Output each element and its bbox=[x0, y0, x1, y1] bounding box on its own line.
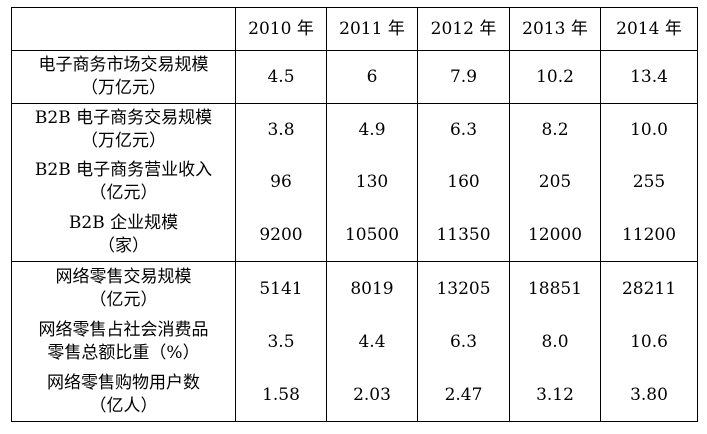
column-header-2014: 2014 年 bbox=[616, 19, 682, 39]
table-cell: 1.58 bbox=[262, 384, 300, 405]
column-header-2012: 2012 年 bbox=[430, 19, 497, 39]
row-label-line-1: 网络零售占社会消费品 bbox=[38, 319, 209, 340]
column-header-2013: 2013 年 bbox=[522, 19, 588, 39]
table-divider-group-1 bbox=[11, 103, 697, 104]
table-cell: 6 bbox=[366, 67, 378, 87]
table-cell: 13205 bbox=[436, 278, 491, 299]
row-label-line-1: B2B 电子商务营业收入 bbox=[34, 160, 213, 180]
table-divider-group-2 bbox=[11, 261, 697, 262]
table-cell: 28211 bbox=[621, 278, 677, 299]
row-label-b2b-revenue: B2B 电子商务营业收入 （亿元） bbox=[12, 156, 235, 208]
row-label-line-2: （亿人） bbox=[89, 395, 158, 416]
table-divider-header bbox=[11, 50, 697, 51]
table-cell: 2.03 bbox=[353, 384, 391, 405]
table-cell: 3.8 bbox=[267, 120, 295, 140]
table-cell: 205 bbox=[538, 172, 572, 192]
table-cell: 8.2 bbox=[541, 120, 569, 140]
row-label-line-1: B2B 电子商务交易规模 bbox=[34, 108, 213, 128]
table-cell: 10.0 bbox=[630, 120, 668, 140]
row-label-line-1: 电子商务市场交易规模 bbox=[38, 55, 209, 75]
table-cell: 6.3 bbox=[449, 331, 478, 352]
table-cell: 160 bbox=[447, 172, 480, 192]
table-cell: 12000 bbox=[527, 224, 583, 245]
table-cell: 8.0 bbox=[541, 331, 569, 352]
table-cell: 11350 bbox=[436, 224, 491, 245]
table-col-divider-3 bbox=[417, 7, 418, 422]
row-label-line-2: （万亿元） bbox=[81, 131, 166, 151]
table-cell: 10.2 bbox=[536, 67, 574, 87]
row-label-line-1: 网络零售交易规模 bbox=[55, 266, 192, 287]
row-label-line-2: （亿元） bbox=[89, 289, 158, 310]
row-label-ecommerce-volume: 电子商务市场交易规模 （万亿元） bbox=[12, 51, 235, 103]
row-label-online-retail-volume: 网络零售交易规模 （亿元） bbox=[12, 262, 235, 315]
table-border-top bbox=[11, 7, 697, 8]
table-col-divider-2 bbox=[326, 7, 327, 422]
table-border-right bbox=[697, 7, 698, 422]
table-cell: 18851 bbox=[527, 278, 583, 299]
table-cell: 5141 bbox=[259, 278, 303, 299]
table-cell: 3.80 bbox=[630, 384, 668, 405]
row-label-line-2: （亿元） bbox=[89, 183, 158, 203]
table-cell: 130 bbox=[355, 172, 389, 192]
table-cell: 4.9 bbox=[358, 120, 386, 140]
table-cell: 96 bbox=[270, 172, 292, 192]
row-label-b2b-volume: B2B 电子商务交易规模 （万亿元） bbox=[12, 104, 235, 156]
row-label-line-1: B2B 企业规模 bbox=[68, 212, 179, 233]
table-border-bottom bbox=[11, 421, 697, 422]
column-header-2010: 2010 年 bbox=[248, 19, 314, 39]
row-label-line-2: （家） bbox=[98, 235, 149, 256]
table-cell: 7.9 bbox=[449, 67, 478, 87]
row-label-online-retail-share: 网络零售占社会消费品 零售总额比重（%） bbox=[12, 315, 235, 368]
column-header-2011: 2011 年 bbox=[339, 19, 405, 39]
table-col-divider-5 bbox=[600, 7, 601, 422]
table-cell: 4.5 bbox=[267, 67, 295, 87]
table-cell: 3.12 bbox=[536, 384, 574, 405]
table-cell: 13.4 bbox=[630, 67, 668, 87]
row-label-line-1: 网络零售购物用户数 bbox=[47, 372, 200, 393]
table-cell: 2.47 bbox=[444, 384, 483, 405]
table-cell: 255 bbox=[632, 172, 666, 192]
table-cell: 4.4 bbox=[358, 331, 386, 352]
table-cell: 3.5 bbox=[267, 331, 295, 352]
row-label-line-2: （万亿元） bbox=[81, 78, 166, 98]
row-label-online-shoppers: 网络零售购物用户数 （亿人） bbox=[12, 368, 235, 421]
table-cell: 11200 bbox=[621, 224, 677, 245]
table-cell: 9200 bbox=[259, 224, 303, 245]
table-col-divider-1 bbox=[235, 7, 236, 422]
table-cell: 10.6 bbox=[630, 331, 668, 352]
row-label-line-2: 零售总额比重（%） bbox=[47, 342, 200, 363]
table-border-left bbox=[11, 7, 12, 422]
row-label-b2b-enterprises: B2B 企业规模 （家） bbox=[12, 208, 235, 261]
table-cell: 10500 bbox=[344, 224, 400, 245]
table-cell: 6.3 bbox=[449, 120, 478, 140]
table-cell: 8019 bbox=[350, 278, 394, 299]
table-col-divider-4 bbox=[509, 7, 510, 422]
